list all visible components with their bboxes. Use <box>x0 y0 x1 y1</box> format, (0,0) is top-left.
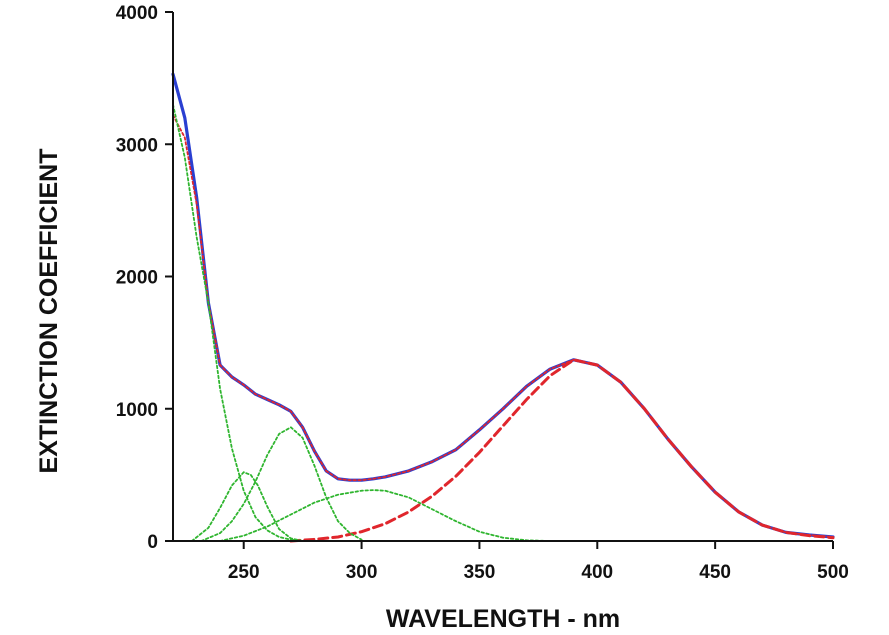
series-layer <box>171 72 835 543</box>
y-tick-label: 3000 <box>116 135 158 156</box>
series-line-7 <box>219 489 551 542</box>
tick-layer: 250 300 350 400 450 500 0 1000 2000 3000 4000 <box>116 3 849 583</box>
x-tick-label: 500 <box>817 562 849 583</box>
x-tick-label: 400 <box>581 562 613 583</box>
y-tick-label: 4000 <box>116 3 158 24</box>
series-line-2 <box>172 114 834 538</box>
x-tick-label: 350 <box>464 562 496 583</box>
series-line-6 <box>200 426 363 542</box>
axis-layer <box>172 12 833 542</box>
x-tick-label: 300 <box>346 562 378 583</box>
x-axis-title: WAVELENGTH - nm <box>386 605 620 633</box>
y-tick-label: 2000 <box>116 268 158 289</box>
y-tick-label: 0 <box>147 532 158 553</box>
series-line-1 <box>171 72 835 539</box>
series-line-4 <box>172 103 316 542</box>
x-tick-label: 450 <box>699 562 731 583</box>
y-axis-title: EXTINCTION COEFFICIENT <box>35 149 63 474</box>
x-tick-label: 250 <box>228 562 260 583</box>
series-line-5 <box>190 471 304 542</box>
series-line-3 <box>289 358 835 543</box>
y-tick-label: 1000 <box>116 400 158 421</box>
